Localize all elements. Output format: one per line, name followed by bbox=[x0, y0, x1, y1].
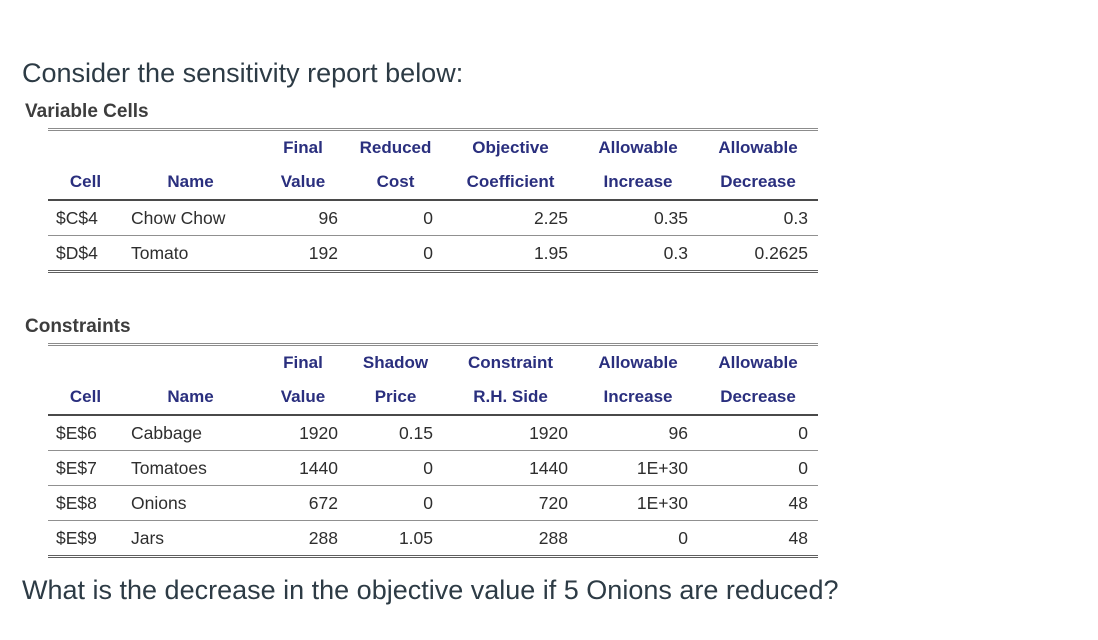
column-header-name: Name bbox=[123, 380, 258, 416]
cell-final-value: 96 bbox=[258, 200, 348, 236]
column-header-decrease: Decrease bbox=[698, 165, 818, 201]
cell-allowable-decrease: 0.2625 bbox=[698, 235, 818, 273]
column-header-final: Final bbox=[283, 353, 323, 372]
cell-name: Onions bbox=[123, 485, 258, 521]
cell-name: Chow Chow bbox=[123, 200, 258, 236]
column-header-increase: Increase bbox=[578, 380, 698, 416]
column-header-decrease: Decrease bbox=[698, 380, 818, 416]
cell-ref: $C$4 bbox=[48, 200, 123, 236]
column-header-coefficient: Coefficient bbox=[443, 165, 578, 201]
cell-name: Jars bbox=[123, 520, 258, 558]
cell-ref: $E$6 bbox=[48, 415, 123, 451]
cell-rh-side: 1920 bbox=[443, 415, 578, 451]
header-spacer bbox=[48, 130, 123, 166]
cell-ref: $D$4 bbox=[48, 235, 123, 273]
cell-final-value: 1440 bbox=[258, 450, 348, 486]
column-header-final: Final bbox=[283, 138, 323, 157]
cell-shadow-price: 0.15 bbox=[348, 415, 443, 451]
column-header-increase: Increase bbox=[578, 165, 698, 201]
cell-final-value: 1920 bbox=[258, 415, 348, 451]
cell-objective-coefficient: 1.95 bbox=[443, 235, 578, 273]
column-header-rh-side: R.H. Side bbox=[443, 380, 578, 416]
table-row: $E$6 Cabbage 1920 0.15 1920 96 0 bbox=[48, 415, 818, 451]
cell-final-value: 192 bbox=[258, 235, 348, 273]
cell-shadow-price: 1.05 bbox=[348, 520, 443, 558]
cell-final-value: 672 bbox=[258, 485, 348, 521]
variable-cells-label: Variable Cells bbox=[25, 101, 149, 122]
cell-allowable-increase: 96 bbox=[578, 415, 698, 451]
cell-allowable-decrease: 0 bbox=[698, 415, 818, 451]
cell-ref: $E$9 bbox=[48, 520, 123, 558]
header-spacer bbox=[123, 345, 258, 381]
column-header-shadow: Shadow bbox=[362, 353, 429, 372]
header-spacer bbox=[48, 345, 123, 381]
column-header-cell: Cell bbox=[48, 380, 123, 416]
cell-rh-side: 1440 bbox=[443, 450, 578, 486]
constraints-label: Constraints bbox=[25, 316, 131, 337]
cell-ref: $E$8 bbox=[48, 485, 123, 521]
cell-rh-side: 288 bbox=[443, 520, 578, 558]
cell-allowable-increase: 0.35 bbox=[578, 200, 698, 236]
header-spacer bbox=[123, 130, 258, 166]
column-header-cost: Cost bbox=[348, 165, 443, 201]
variable-cells-header-row-top: Final Reduced Objective Allowable Allowa… bbox=[48, 130, 818, 166]
cell-allowable-increase: 0 bbox=[578, 520, 698, 558]
constraints-section: Constraints Final Shadow Constraint Allo… bbox=[0, 315, 1098, 558]
column-header-allowable: Allowable bbox=[718, 138, 798, 157]
cell-reduced-cost: 0 bbox=[348, 200, 443, 236]
cell-allowable-increase: 1E+30 bbox=[578, 485, 698, 521]
column-header-cell: Cell bbox=[48, 165, 123, 201]
cell-objective-coefficient: 2.25 bbox=[443, 200, 578, 236]
column-header-value: Value bbox=[258, 165, 348, 201]
cell-allowable-decrease: 48 bbox=[698, 485, 818, 521]
column-header-allowable: Allowable bbox=[598, 353, 678, 372]
table-row: $E$8 Onions 672 0 720 1E+30 48 bbox=[48, 485, 818, 521]
cell-final-value: 288 bbox=[258, 520, 348, 558]
table-row: $C$4 Chow Chow 96 0 2.25 0.35 0.3 bbox=[48, 200, 818, 236]
table-row: $D$4 Tomato 192 0 1.95 0.3 0.2625 bbox=[48, 235, 818, 273]
cell-name: Tomato bbox=[123, 235, 258, 273]
question-text: What is the decrease in the objective va… bbox=[22, 575, 839, 605]
column-header-value: Value bbox=[258, 380, 348, 416]
intro-text: Consider the sensitivity report below: bbox=[22, 58, 464, 88]
cell-allowable-increase: 1E+30 bbox=[578, 450, 698, 486]
cell-reduced-cost: 0 bbox=[348, 235, 443, 273]
column-header-price: Price bbox=[348, 380, 443, 416]
column-header-allowable: Allowable bbox=[598, 138, 678, 157]
constraints-header-row-top: Final Shadow Constraint Allowable Allowa… bbox=[48, 345, 818, 381]
variable-cells-section: Variable Cells Final Reduced Objective A… bbox=[0, 100, 1098, 273]
column-header-allowable: Allowable bbox=[718, 353, 798, 372]
variable-cells-table: Final Reduced Objective Allowable Allowa… bbox=[48, 128, 818, 273]
cell-allowable-decrease: 0.3 bbox=[698, 200, 818, 236]
column-header-constraint: Constraint bbox=[468, 353, 553, 372]
constraints-header-row-bottom: Cell Name Value Price R.H. Side Increase… bbox=[48, 380, 818, 416]
cell-ref: $E$7 bbox=[48, 450, 123, 486]
table-row: $E$7 Tomatoes 1440 0 1440 1E+30 0 bbox=[48, 450, 818, 486]
cell-name: Cabbage bbox=[123, 415, 258, 451]
cell-name: Tomatoes bbox=[123, 450, 258, 486]
variable-cells-header-row-bottom: Cell Name Value Cost Coefficient Increas… bbox=[48, 165, 818, 201]
cell-allowable-increase: 0.3 bbox=[578, 235, 698, 273]
cell-shadow-price: 0 bbox=[348, 485, 443, 521]
cell-allowable-decrease: 48 bbox=[698, 520, 818, 558]
table-row: $E$9 Jars 288 1.05 288 0 48 bbox=[48, 520, 818, 558]
column-header-objective: Objective bbox=[472, 138, 549, 157]
column-header-name: Name bbox=[123, 165, 258, 201]
constraints-table: Final Shadow Constraint Allowable Allowa… bbox=[48, 343, 818, 558]
column-header-reduced: Reduced bbox=[359, 138, 432, 157]
cell-rh-side: 720 bbox=[443, 485, 578, 521]
cell-allowable-decrease: 0 bbox=[698, 450, 818, 486]
cell-shadow-price: 0 bbox=[348, 450, 443, 486]
